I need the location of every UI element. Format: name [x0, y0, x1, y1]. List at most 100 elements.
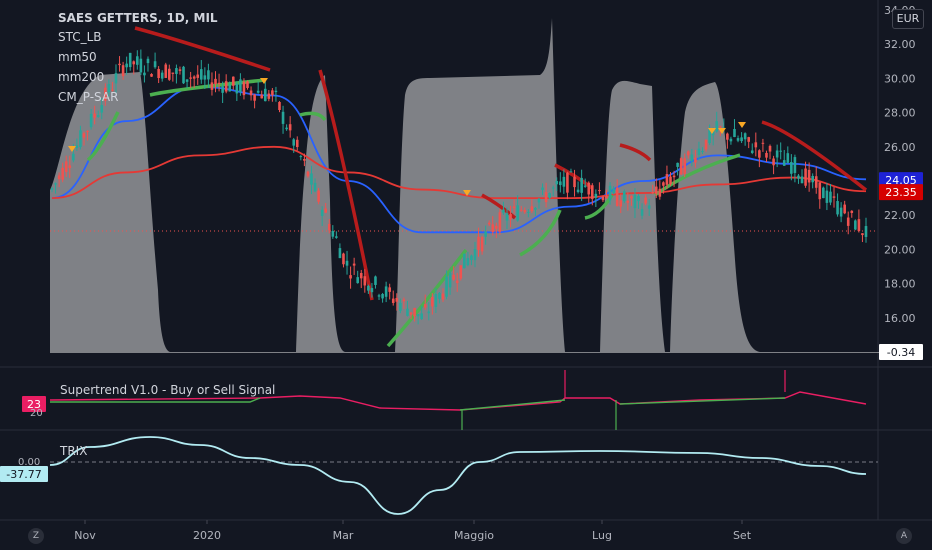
candle-body	[768, 145, 772, 152]
candle-body	[118, 63, 121, 66]
candle-body	[484, 231, 487, 237]
zoom-button[interactable]: Z	[28, 528, 44, 544]
candle-body	[320, 209, 324, 216]
candle-body	[637, 195, 640, 202]
signal-marker	[260, 78, 268, 84]
candle-body	[470, 255, 473, 261]
candle-body	[463, 253, 466, 269]
candle-body	[775, 150, 779, 158]
symbol-title[interactable]: SAES GETTERS, 1D, MIL	[58, 11, 218, 25]
candle-body	[601, 196, 605, 201]
candle-body	[285, 127, 288, 130]
candle-body	[626, 200, 630, 203]
candle-body	[519, 209, 523, 211]
supertrend-title[interactable]: Supertrend V1.0 - Buy or Sell Signal	[60, 383, 276, 397]
candle-body	[313, 182, 317, 192]
candle-body	[772, 158, 775, 166]
price-tick: 18.00	[884, 278, 916, 291]
candle-body	[843, 204, 846, 214]
candle-body	[399, 302, 402, 311]
candle-body	[630, 196, 633, 199]
candle-body	[349, 275, 352, 279]
candle-body	[68, 165, 72, 168]
candle-body	[654, 186, 658, 194]
candle-body	[765, 152, 768, 158]
supertrend-axis-label: 20	[30, 408, 43, 419]
auto-scale-button[interactable]: A	[896, 528, 912, 544]
candle-body	[420, 313, 423, 320]
candle-body	[224, 81, 228, 92]
candle-body	[164, 64, 168, 78]
candle-body	[210, 82, 214, 90]
candle-body	[750, 150, 754, 153]
psar-up-segment	[86, 111, 120, 162]
psar-down-segment	[134, 26, 271, 72]
candle-body	[459, 265, 463, 279]
candle-body	[861, 233, 864, 236]
supertrend-up-line	[50, 397, 786, 411]
candle-body	[356, 277, 359, 284]
price-badge-mm200-bg	[879, 184, 923, 201]
indicator-psar[interactable]: CM_P-SAR	[58, 90, 119, 104]
indicator-mm200[interactable]: mm200	[58, 70, 105, 84]
candle-body	[487, 222, 491, 225]
candle-body	[832, 196, 836, 198]
candle-body	[64, 161, 68, 172]
time-tick-label: Set	[733, 529, 752, 542]
candle-body	[445, 276, 448, 297]
candle-body	[512, 206, 516, 209]
candle-body	[644, 197, 647, 204]
candle-body	[559, 181, 562, 186]
candle-body	[804, 168, 807, 186]
currency-button[interactable]: EUR	[892, 9, 924, 29]
candle-body	[310, 173, 313, 185]
candle-body	[811, 175, 814, 183]
candle-body	[477, 236, 480, 250]
candle-body	[665, 174, 669, 185]
candle-body	[228, 84, 232, 92]
candle-body	[292, 139, 296, 146]
price-tick: 16.00	[884, 312, 916, 325]
candle-body	[256, 90, 260, 93]
candle-body	[438, 292, 441, 299]
trix-title[interactable]: TRIX	[60, 444, 88, 458]
trix-axis-label: 0.00	[18, 457, 40, 468]
candle-body	[441, 293, 445, 300]
indicator-stc[interactable]: STC_LB	[58, 30, 102, 44]
candle-body	[619, 200, 623, 207]
candle-body	[104, 87, 107, 101]
candle-body	[374, 276, 377, 285]
candle-body	[807, 169, 811, 183]
candle-body	[516, 205, 519, 221]
time-tick-label: Lug	[592, 529, 612, 542]
candle-body	[231, 76, 235, 86]
candle-body	[121, 65, 125, 77]
candle-body	[800, 176, 804, 184]
candle-body	[829, 191, 832, 203]
candle-body	[359, 273, 363, 279]
candle-body	[548, 193, 551, 198]
psar-up-segment	[653, 153, 741, 197]
candle-body	[466, 258, 470, 266]
candle-body	[79, 130, 82, 148]
candle-body	[694, 157, 697, 163]
candle-body	[786, 153, 790, 163]
price-tick: 28.00	[884, 107, 916, 120]
candle-body	[452, 274, 455, 280]
candle-body	[324, 208, 328, 213]
candle-body	[338, 248, 342, 259]
candle-body	[697, 148, 701, 155]
candle-body	[352, 263, 356, 266]
candle-body	[640, 209, 644, 216]
price-badge-stc: -0.34	[887, 346, 915, 359]
candle-body	[377, 295, 381, 297]
indicator-mm50[interactable]: mm50	[58, 50, 97, 64]
candle-body	[622, 191, 626, 202]
candle-body	[345, 260, 349, 266]
candle-body	[854, 220, 857, 230]
candle-body	[249, 90, 253, 96]
candle-body	[701, 151, 704, 153]
candle-body	[221, 86, 224, 93]
candle-body	[633, 194, 637, 209]
